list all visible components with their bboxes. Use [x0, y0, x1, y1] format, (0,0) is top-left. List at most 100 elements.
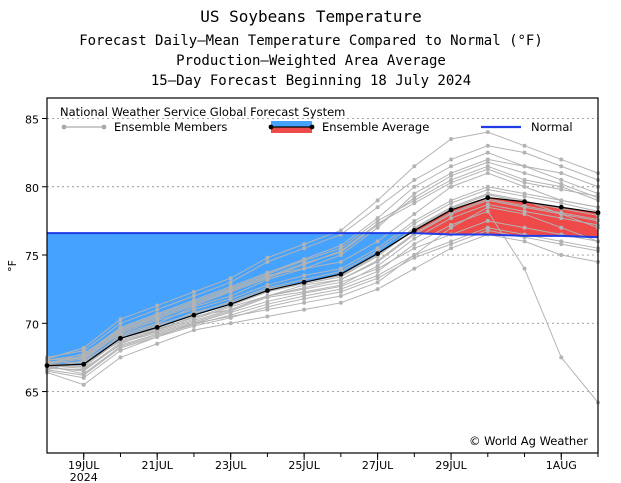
ensemble-member-point: [375, 280, 380, 285]
ensemble-member-point: [522, 184, 527, 189]
ensemble-member-point: [81, 345, 86, 350]
ensemble-member-point: [302, 285, 307, 290]
ensemble-average-point: [301, 279, 307, 285]
ensemble-member-line: [46, 203, 599, 371]
ensemble-member-line: [46, 194, 599, 368]
ensemble-member-point: [559, 210, 564, 215]
ensemble-member-point: [118, 355, 123, 360]
ensemble-member-point: [559, 182, 564, 187]
ensemble-member-point: [265, 304, 270, 309]
x-tick-label: 25JUL: [288, 459, 320, 472]
ensemble-member-point: [338, 277, 343, 282]
ensemble-member-point: [375, 263, 380, 268]
ensemble-member-point: [485, 143, 490, 148]
ensemble-member-point: [449, 184, 454, 189]
legend-members-dot: [61, 124, 67, 130]
ensemble-member-point: [485, 150, 490, 155]
ensemble-member-point: [522, 209, 527, 214]
legend: National Weather Service Global Forecast…: [60, 105, 573, 134]
ensemble-member-point: [118, 321, 123, 326]
ensemble-member-line: [46, 158, 599, 361]
legend-normal: Normal: [531, 120, 573, 134]
ensemble-member-point: [375, 287, 380, 292]
y-tick-label: 65: [25, 387, 39, 400]
ensemble-member-point: [522, 171, 527, 176]
ensemble-member-line: [46, 172, 599, 365]
ensemble-member-point: [412, 184, 417, 189]
ensemble-average-point: [338, 271, 344, 277]
ensemble-member-point: [412, 266, 417, 271]
ensemble-member-point: [155, 307, 160, 312]
ensemble-member-point: [265, 270, 270, 275]
ensemble-member-point: [155, 332, 160, 337]
ensemble-member-point: [228, 276, 233, 281]
ensemble-member-point: [485, 202, 490, 207]
ensemble-member-point: [412, 246, 417, 251]
ensemble-member-point: [338, 289, 343, 294]
ensemble-member-line: [46, 145, 599, 358]
ensemble-member-point: [559, 355, 564, 360]
y-tick-label: 75: [25, 250, 39, 263]
chart-subtitle-1: Forecast Daily—Mean Temperature Compared…: [79, 33, 543, 49]
ensemble-member-point: [522, 225, 527, 230]
ensemble-average-point: [191, 312, 197, 318]
ensemble-member-point: [302, 300, 307, 305]
ensemble-member-point: [155, 315, 160, 320]
ensemble-member-point: [81, 366, 86, 371]
ensemble-member-point: [338, 293, 343, 298]
ensemble-member-point: [191, 289, 196, 294]
ensemble-member-point: [338, 259, 343, 264]
ensemble-member-point: [559, 164, 564, 169]
ensemble-member-point: [485, 228, 490, 233]
ensemble-member-point: [228, 288, 233, 293]
y-tick-label: 70: [25, 318, 39, 331]
ensemble-member-point: [522, 143, 527, 148]
ensemble-member-point: [449, 246, 454, 251]
ensemble-average-point: [375, 251, 380, 257]
ensemble-member-point: [412, 191, 417, 196]
ensemble-member-point: [81, 382, 86, 387]
ensemble-member-point: [559, 253, 564, 258]
y-tick-label: 80: [25, 182, 39, 195]
ensemble-members: [45, 130, 600, 405]
ensemble-member-point: [228, 315, 233, 320]
ensemble-member-point: [375, 239, 380, 244]
ensemble-member-point: [559, 157, 564, 162]
ensemble-member-point: [449, 173, 454, 178]
ensemble-member-point: [118, 343, 123, 348]
ensemble-member-point: [191, 307, 196, 312]
ensemble-member-point: [228, 321, 233, 326]
ensemble-member-point: [559, 171, 564, 176]
ensemble-member-point: [265, 314, 270, 319]
ensemble-member-point: [155, 303, 160, 308]
ensemble-average-point: [448, 207, 454, 213]
ensemble-member-point: [522, 266, 527, 271]
ensemble-member-point: [375, 222, 380, 227]
ensemble-member-line: [46, 165, 599, 364]
ensemble-member-point: [485, 167, 490, 171]
ensemble-member-point: [522, 239, 527, 244]
ensemble-member-point: [522, 194, 527, 199]
ensemble-member-point: [449, 180, 454, 185]
ensemble-average-point: [411, 228, 417, 233]
ensemble-member-line: [46, 152, 599, 361]
below-normal-fill: [267, 232, 305, 291]
ensemble-member-point: [338, 250, 343, 255]
ensemble-member-line: [46, 193, 599, 368]
credit-text: © World Ag Weather: [469, 434, 588, 448]
ensemble-member-point: [191, 302, 196, 307]
ensemble-member-point: [302, 307, 307, 312]
ensemble-member-line: [46, 188, 599, 364]
ensemble-member-point: [412, 201, 417, 206]
chart-subtitle-3: 15—Day Forecast Beginning 18 July 2024: [151, 73, 471, 89]
ensemble-member-point: [485, 187, 490, 192]
ensemble-member-line: [46, 220, 599, 372]
x-tick-label: 27JUL: [362, 459, 394, 472]
ensemble-member-point: [449, 216, 454, 221]
ensemble-member-point: [302, 273, 307, 278]
legend-members: Ensemble Members: [114, 120, 227, 134]
normal-line: [47, 232, 599, 239]
x-tick-label: 29JUL: [435, 459, 467, 472]
ensemble-average-point: [154, 324, 160, 330]
